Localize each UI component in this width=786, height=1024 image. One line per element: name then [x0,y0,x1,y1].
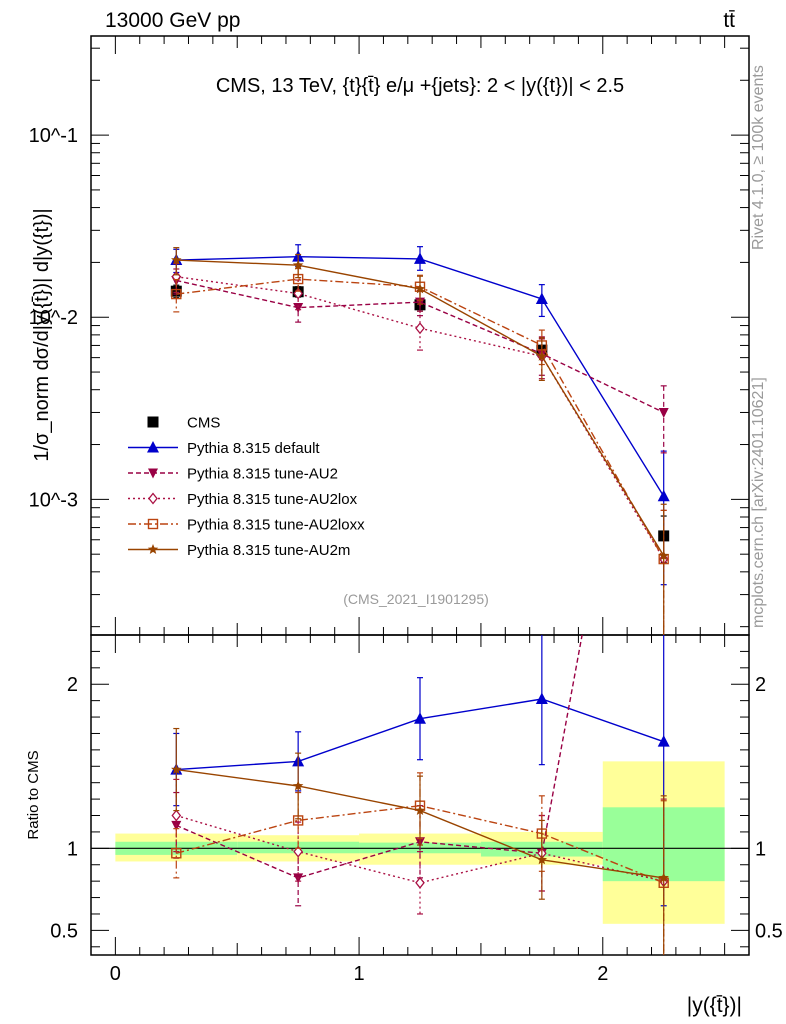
chart-title: CMS, 13 TeV, {t}{t̄} e/μ +{jets}: 2 < |y… [216,75,624,97]
rivet-label: Rivet 4.1.0, ≥ 100k events [750,65,767,250]
data-point [657,735,670,747]
ratio-axis-ticks: 0 1 2 0.5 0.5 1 1 2 2 [50,634,783,985]
ratio-y-tick-label-right: 1 [755,838,766,860]
legend-marker [147,416,159,428]
legend-label: Pythia 8.315 tune-AU2lox [187,491,358,508]
legend-item-au2: Pythia 8.315 tune-AU2 [128,466,338,483]
main-y-tick-label: 10^-3 [29,489,78,511]
legend-label: Pythia 8.315 tune-AU2loxx [187,517,365,534]
x-tick-label: 2 [597,963,608,985]
ratio-y-tick-label-right: 0.5 [755,920,783,942]
legend-label: Pythia 8.315 tune-AU2m [187,542,350,559]
energy-label: 13000 GeV pp [105,9,240,32]
legend-marker [148,468,158,479]
series-au2loxx [171,267,669,635]
data-point [415,322,425,335]
data-point [659,187,669,197]
x-axis-label: |y({t̄})| [687,994,742,1017]
data-point [658,872,669,883]
data-point [535,692,548,704]
ratio-y-axis-label: Ratio to CMS [25,750,42,839]
legend-marker [147,544,159,554]
legend: CMS Pythia 8.315 default Pythia 8.315 tune… [128,415,365,559]
series-line [176,279,665,414]
ratio-series-au2m [171,727,669,955]
data-point [171,764,182,775]
data-point [414,805,426,816]
data-point [414,712,426,724]
mcplots-label: mcplots.cern.ch [arXiv:2401.10621] [750,377,767,628]
x-tick-label: 1 [354,963,365,985]
data-point [535,292,548,304]
ratio-y-tick-label: 2 [67,674,78,696]
legend-item-au2loxx: Pythia 8.315 tune-AU2loxx [128,517,365,534]
data-point [171,809,182,822]
ratio-series-au2lox [171,778,669,955]
data-point [657,489,670,502]
legend-marker [147,441,159,453]
ratio-plot-frame [90,634,750,956]
series-au2m [171,247,669,635]
main-axis-ticks: 10^-1 10^-2 10^-3 [29,36,749,635]
process-label: tt̄ [723,9,735,32]
ratio-series [170,187,670,955]
data-point [293,845,303,858]
ratio-y-tick-label: 0.5 [50,920,78,942]
data-point [536,854,548,865]
data-point [658,407,669,418]
data-point [536,350,548,361]
legend-item-default: Pythia 8.315 default [128,440,320,457]
legend-item-data: CMS [147,415,220,432]
legend-item-au2m: Pythia 8.315 tune-AU2m [128,542,350,559]
data-point [292,780,304,791]
legend-label: Pythia 8.315 default [187,440,320,457]
analysis-id: (CMS_2021_I1901295) [343,591,489,607]
main-y-tick-label: 10^-1 [29,125,78,147]
series-line [176,804,664,884]
main-y-axis-label: 1/σ_norm dσ/d|y({t̄})| d|y({t})| [31,208,53,461]
ratio-y-tick-label: 1 [67,838,78,860]
main-y-tick-label: 10^-2 [29,307,78,329]
legend-marker [147,518,159,530]
data-point [171,848,182,859]
data-point [415,876,425,889]
legend-label: Pythia 8.315 tune-AU2 [187,466,338,483]
ratio-y-tick-label-right: 2 [755,674,766,696]
legend-label: CMS [187,415,220,432]
data-point [414,252,426,264]
data-point [293,303,304,314]
x-tick-label: 0 [110,963,121,985]
data-point [171,254,182,265]
legend-item-au2lox: Pythia 8.315 tune-AU2lox [128,491,358,508]
data-point [171,288,182,300]
data-point [658,550,669,561]
legend-marker [148,492,158,505]
main-series [170,244,670,635]
series-line [176,276,665,560]
data-point [292,259,304,270]
data-point [414,283,426,294]
series-au2lox [171,262,669,635]
